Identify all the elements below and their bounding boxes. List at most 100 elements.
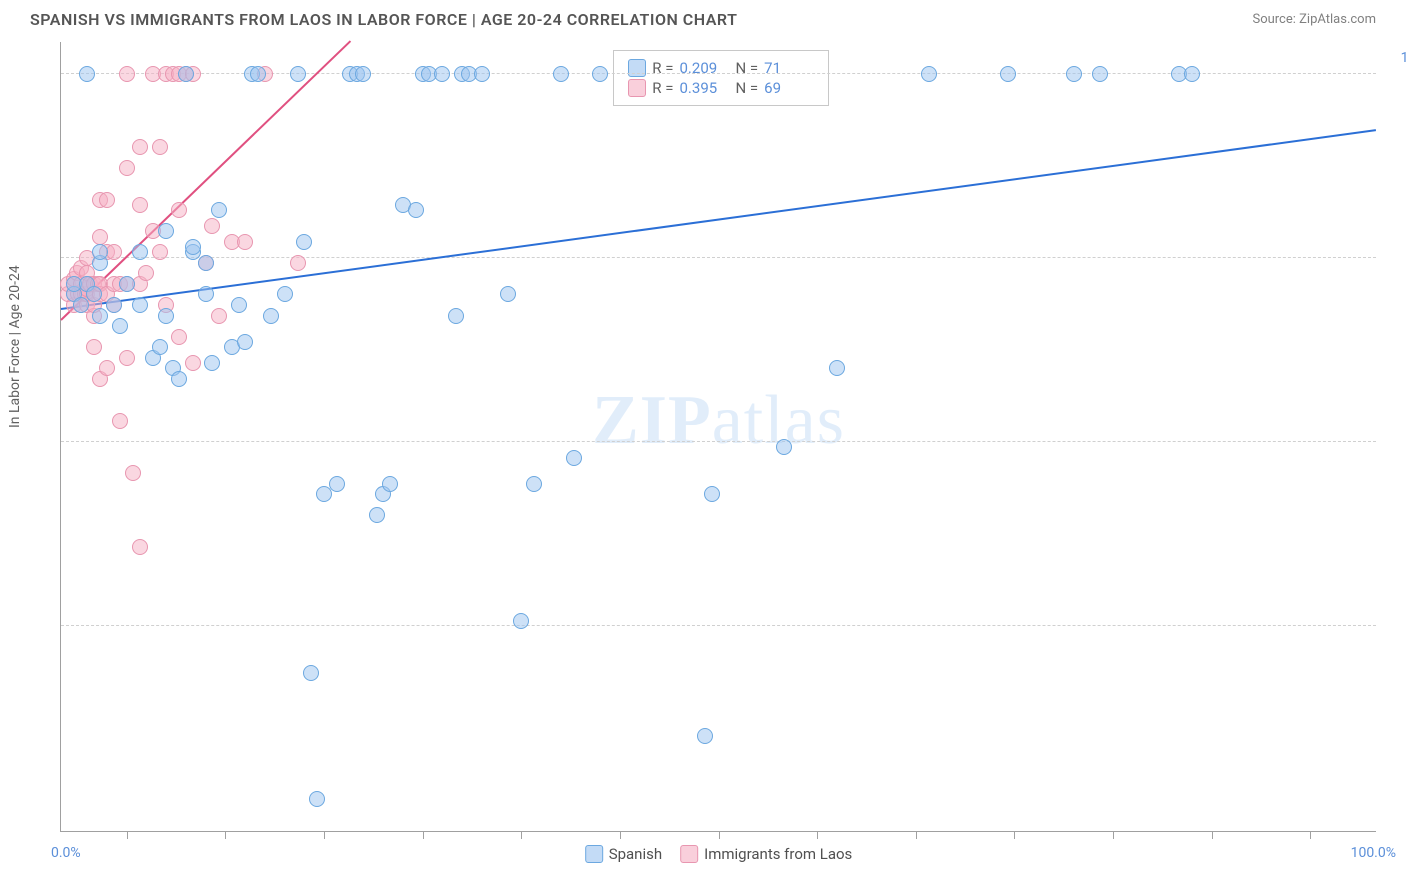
y-tick-label: 82.5%	[1386, 234, 1406, 250]
data-point	[79, 66, 95, 82]
data-point	[211, 202, 227, 218]
data-point	[119, 276, 135, 292]
stats-row: R = 0.209 N = 71	[628, 59, 814, 77]
y-tick-label: 100.0%	[1386, 50, 1406, 66]
data-point	[99, 360, 115, 376]
data-point	[132, 244, 148, 260]
data-point	[776, 439, 792, 455]
data-point	[263, 308, 279, 324]
data-point	[290, 255, 306, 271]
x-axis-min-label: 0.0%	[51, 845, 81, 861]
gridline	[61, 625, 1376, 626]
data-point	[92, 229, 108, 245]
data-point	[185, 355, 201, 371]
data-point	[112, 413, 128, 429]
data-point	[132, 197, 148, 213]
data-point	[553, 66, 569, 82]
data-point	[448, 308, 464, 324]
x-tick	[521, 831, 522, 839]
data-point	[119, 160, 135, 176]
data-point	[231, 297, 247, 313]
data-point	[592, 66, 608, 82]
data-point	[171, 371, 187, 387]
header: SPANISH VS IMMIGRANTS FROM LAOS IN LABOR…	[0, 0, 1406, 37]
data-point	[158, 308, 174, 324]
x-tick	[127, 831, 128, 839]
scatter-chart: ZIPatlas 0.0% 100.0% R = 0.209 N = 71 R …	[60, 42, 1376, 832]
y-tick-label: 47.5%	[1386, 602, 1406, 618]
data-point	[119, 66, 135, 82]
data-point	[132, 539, 148, 555]
data-point	[125, 465, 141, 481]
data-point	[204, 218, 220, 234]
data-point	[132, 139, 148, 155]
data-point	[86, 286, 102, 302]
data-point	[329, 476, 345, 492]
x-tick	[719, 831, 720, 839]
data-point	[1000, 66, 1016, 82]
data-point	[73, 297, 89, 313]
swatch-icon	[628, 59, 646, 77]
watermark: ZIPatlas	[592, 381, 845, 461]
data-point	[303, 665, 319, 681]
swatch-icon	[680, 845, 698, 863]
data-point	[237, 334, 253, 350]
data-point	[99, 192, 115, 208]
source-label: Source: ZipAtlas.com	[1252, 12, 1376, 27]
data-point	[829, 360, 845, 376]
data-point	[1092, 66, 1108, 82]
x-tick	[423, 831, 424, 839]
legend-item: Spanish	[585, 845, 662, 863]
x-tick	[817, 831, 818, 839]
data-point	[152, 339, 168, 355]
data-point	[92, 308, 108, 324]
data-point	[369, 507, 385, 523]
x-tick	[1212, 831, 1213, 839]
x-tick	[1014, 831, 1015, 839]
data-point	[566, 450, 582, 466]
swatch-icon	[628, 79, 646, 97]
data-point	[237, 234, 253, 250]
gridline	[61, 441, 1376, 442]
data-point	[277, 286, 293, 302]
trendline	[61, 129, 1376, 310]
x-axis-max-label: 100.0%	[1351, 845, 1396, 861]
data-point	[158, 223, 174, 239]
stats-legend-box: R = 0.209 N = 71 R = 0.395 N = 69	[613, 50, 829, 106]
x-tick	[225, 831, 226, 839]
data-point	[704, 486, 720, 502]
data-point	[290, 66, 306, 82]
data-point	[152, 244, 168, 260]
data-point	[500, 286, 516, 302]
data-point	[250, 66, 266, 82]
data-point	[92, 244, 108, 260]
data-point	[198, 286, 214, 302]
data-point	[355, 66, 371, 82]
data-point	[382, 476, 398, 492]
x-tick	[916, 831, 917, 839]
data-point	[1184, 66, 1200, 82]
data-point	[119, 350, 135, 366]
x-tick	[1113, 831, 1114, 839]
data-point	[171, 329, 187, 345]
data-point	[138, 265, 154, 281]
x-tick	[324, 831, 325, 839]
data-point	[112, 318, 128, 334]
x-tick	[1310, 831, 1311, 839]
x-tick	[620, 831, 621, 839]
data-point	[204, 355, 220, 371]
data-point	[296, 234, 312, 250]
data-point	[171, 202, 187, 218]
data-point	[921, 66, 937, 82]
legend-item: Immigrants from Laos	[680, 845, 852, 863]
data-point	[316, 486, 332, 502]
data-point	[697, 728, 713, 744]
data-point	[1066, 66, 1082, 82]
data-point	[408, 202, 424, 218]
gridline	[61, 257, 1376, 258]
data-point	[86, 339, 102, 355]
data-point	[211, 308, 227, 324]
data-point	[132, 297, 148, 313]
data-point	[434, 66, 450, 82]
bottom-legend: Spanish Immigrants from Laos	[585, 845, 853, 863]
